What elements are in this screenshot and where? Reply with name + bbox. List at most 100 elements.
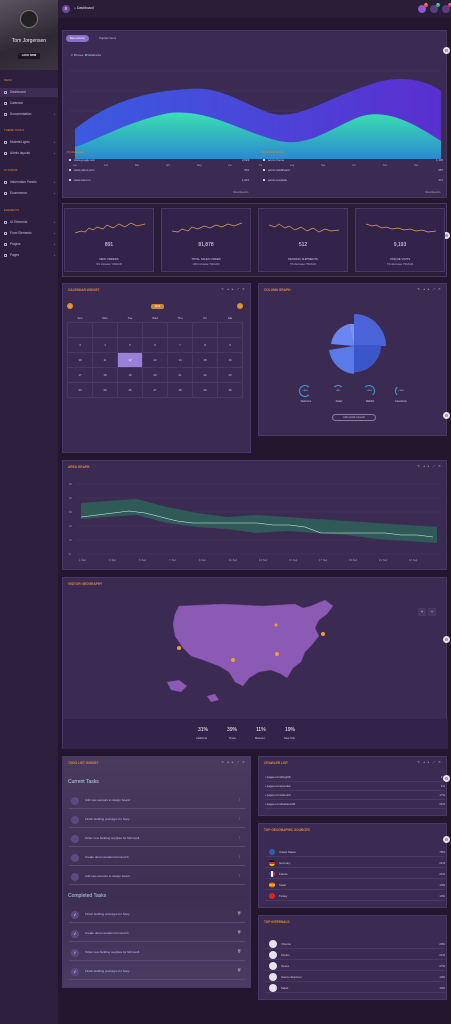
calendar-day[interactable]: 25 (92, 381, 118, 398)
marker-chicago[interactable] (274, 623, 278, 627)
completed-task-item[interactable]: ✓ Create documentation for launch 🗑 (69, 926, 245, 942)
zoom-out-icon[interactable]: − (428, 608, 436, 616)
panel-controls[interactable]: ✎ ◂ ▸ ⤢ ✕ (221, 760, 246, 764)
calendar-day[interactable] (67, 321, 93, 338)
gear-icon[interactable]: ⚙ (443, 836, 450, 843)
crawler-row[interactable]: ▪ pages.com/popular 1% (265, 782, 445, 791)
country-row[interactable]: Turkey 19% (265, 891, 445, 901)
calendar-day[interactable] (142, 321, 168, 338)
sidebar-item-models[interactable]: Models/Lights › (0, 138, 58, 147)
sidebar-item-ecommerce[interactable]: Ecommerce › (0, 189, 58, 198)
task-checkbox[interactable] (71, 816, 79, 824)
calendar-day[interactable] (217, 321, 243, 338)
browser-row[interactable]: Internet Explorer 19% (265, 972, 445, 982)
marker-new-york[interactable] (321, 632, 325, 636)
referral-row[interactable]: www.yahoo.com 561 (69, 168, 249, 174)
more-icon[interactable]: ⋮ (238, 854, 241, 858)
add-social-network-button[interactable]: Add social network (332, 414, 376, 421)
browser-row[interactable]: Safari 19% (265, 983, 445, 993)
calendar-day[interactable]: 19 (117, 366, 143, 383)
prev-month-icon[interactable]: ‹ (67, 303, 73, 309)
search-row[interactable]: admin template 371 (263, 178, 443, 184)
delete-icon[interactable]: 🗑 (237, 911, 241, 915)
search-row[interactable]: admin dashboard 557 (263, 168, 443, 174)
task-item[interactable]: Add new sensors to design board ⋮ (69, 869, 245, 885)
calendar-day[interactable]: 3 (67, 336, 93, 353)
calendar-day[interactable]: 27 (142, 381, 168, 398)
calendar-day[interactable]: 13 (142, 351, 168, 368)
browser-row[interactable]: Opera 27% (265, 961, 445, 971)
sidebar-item-layouts[interactable]: Admin layouts › (0, 149, 58, 158)
check-icon[interactable]: ✓ (71, 911, 79, 919)
task-item[interactable]: Order new building supplies for Microsof… (69, 831, 245, 847)
more-icon[interactable]: ⋮ (238, 797, 241, 801)
sidebar-item-plugins[interactable]: Plugins › (0, 240, 58, 249)
gear-icon[interactable]: ⚙ (443, 775, 450, 782)
sidebar-item-dashboard[interactable]: Dashboard (0, 88, 58, 97)
view-reports-link[interactable]: View Reports (425, 191, 441, 194)
task-checkbox[interactable] (71, 873, 79, 881)
delete-icon[interactable]: 🗑 (237, 968, 241, 972)
calendar-day[interactable]: 15 (192, 351, 218, 368)
calendar-day[interactable]: 18 (92, 366, 118, 383)
calendar-day[interactable]: 28 (167, 381, 193, 398)
calendar-day[interactable]: 4 (92, 336, 118, 353)
tab-best-activity[interactable]: Best activity (66, 35, 89, 42)
country-row[interactable]: Germany 21% (265, 858, 445, 868)
calendar-day[interactable]: 26 (117, 381, 143, 398)
calendar-month[interactable]: 2015 (151, 304, 164, 309)
delete-icon[interactable]: 🗑 (237, 949, 241, 953)
zoom-in-icon[interactable]: + (418, 608, 426, 616)
calendar-day[interactable]: 16 (217, 351, 243, 368)
task-item[interactable]: Finish building prototype for Sony ⋮ (69, 812, 245, 828)
calendar-day[interactable] (167, 321, 193, 338)
calendar-day-selected[interactable]: 12 (117, 351, 143, 368)
calendar-day[interactable]: 5 (117, 336, 143, 353)
tab-popular-items[interactable]: Popular items (99, 36, 117, 40)
marker-missouri[interactable] (275, 652, 279, 656)
calendar-day[interactable]: 17 (67, 366, 93, 383)
crawler-row[interactable]: ▪ pages.com/about/3 17% (265, 791, 445, 800)
panel-controls[interactable]: ✎ ◂ ▸ ⤢ ✕ (417, 287, 442, 291)
calendar-day[interactable]: 14 (167, 351, 193, 368)
calendar-day[interactable]: 29 (192, 381, 218, 398)
more-icon[interactable]: ⋮ (238, 816, 241, 820)
more-icon[interactable]: ⋮ (238, 835, 241, 839)
calendar-day[interactable]: 9 (217, 336, 243, 353)
calendar-day[interactable]: 8 (192, 336, 218, 353)
calendar-day[interactable] (117, 321, 143, 338)
sidebar-item-forms[interactable]: Form Elements › (0, 229, 58, 238)
country-row[interactable]: United States 78% (265, 847, 445, 857)
avatar[interactable] (20, 10, 38, 28)
calendar-day[interactable]: 24 (67, 381, 93, 398)
country-row[interactable]: Spain 19% (265, 880, 445, 890)
country-row[interactable]: France 21% (265, 869, 445, 879)
check-icon[interactable]: ✓ (71, 930, 79, 938)
panel-controls[interactable]: ✎ ◂ ▸ ⤢ ✕ (417, 760, 442, 764)
view-reports-link[interactable]: View Reports (233, 191, 249, 194)
settings-icon[interactable]: 2 (442, 3, 451, 13)
sidebar-item-calendar[interactable]: Calendar (0, 99, 58, 108)
search-row[interactable]: admin theme 1,145 (263, 158, 443, 164)
sidebar-item-pages[interactable]: Pages › (0, 251, 58, 260)
delete-icon[interactable]: 🗑 (237, 930, 241, 934)
calendar-day[interactable]: 6 (142, 336, 168, 353)
browser-row[interactable]: Chrome 29% (265, 939, 445, 949)
gear-icon[interactable]: ⚙ (443, 412, 450, 419)
calendar-day[interactable] (92, 321, 118, 338)
task-item[interactable]: Add new sensors to design board ⋮ (69, 793, 245, 809)
sidebar-item-documentation[interactable]: Documentation › (0, 110, 58, 119)
calendar-day[interactable]: 7 (167, 336, 193, 353)
check-icon[interactable]: ✓ (71, 949, 79, 957)
task-item[interactable]: Create documentation for launch ⋮ (69, 850, 245, 866)
gear-icon[interactable]: ⚙ (443, 232, 450, 239)
lock-button[interactable]: LOCK NOW (18, 53, 40, 59)
marker-california[interactable] (177, 646, 181, 650)
crawler-row[interactable]: ▪ pages.com/features/93 21% (265, 800, 445, 809)
crawler-row[interactable]: ▪ pages.com/blog/35 1% (265, 773, 445, 782)
menu-toggle-icon[interactable]: ≡ (62, 5, 70, 13)
sidebar-item-panels[interactable]: Information Panels › (0, 178, 58, 187)
marker-texas[interactable] (231, 658, 235, 662)
calendar-day[interactable]: 11 (92, 351, 118, 368)
task-checkbox[interactable] (71, 854, 79, 862)
